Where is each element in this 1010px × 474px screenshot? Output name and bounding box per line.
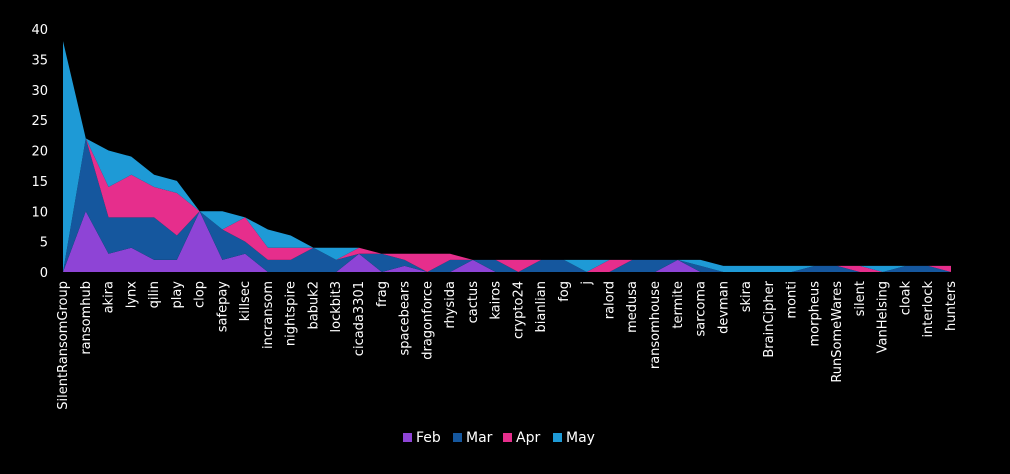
legend-swatch bbox=[553, 433, 562, 442]
x-tick-label: hunters bbox=[944, 281, 959, 331]
y-tick-label: 15 bbox=[31, 175, 48, 190]
x-tick-label: incransom bbox=[261, 281, 276, 349]
area-series-feb bbox=[63, 211, 951, 272]
legend-swatch bbox=[503, 433, 512, 442]
x-tick-label: ralord bbox=[602, 281, 617, 319]
x-tick-label: cactus bbox=[466, 281, 481, 324]
x-tick-label: ransomhub bbox=[79, 281, 94, 355]
y-tick-label: 35 bbox=[31, 53, 48, 68]
x-tick-label: qilin bbox=[147, 281, 162, 308]
x-tick-label: rhysida bbox=[443, 281, 458, 329]
x-tick-label: frag bbox=[375, 281, 390, 307]
legend-item-mar: Mar bbox=[453, 430, 493, 446]
x-tick-label: VanHelsing bbox=[876, 281, 891, 353]
legend-item-apr: Apr bbox=[503, 430, 540, 446]
x-tick-label: devman bbox=[716, 281, 731, 334]
y-axis: 0 5 10 15 20 25 30 35 40 bbox=[31, 23, 48, 281]
x-tick-label: bianlian bbox=[534, 281, 549, 333]
x-tick-label: dragonforce bbox=[420, 281, 435, 360]
x-tick-label: nightspire bbox=[284, 281, 299, 346]
x-tick-label: medusa bbox=[625, 281, 640, 333]
x-tick-label: ransomhouse bbox=[648, 281, 663, 369]
x-axis: SilentRansomGroup ransomhub akira lynx qilin… bbox=[56, 280, 959, 409]
x-tick-label: play bbox=[170, 281, 185, 309]
x-tick-label: BrainCipher bbox=[762, 280, 777, 357]
y-tick-label: 5 bbox=[40, 236, 48, 251]
x-tick-label: sarcoma bbox=[694, 281, 709, 337]
x-tick-label: fog bbox=[557, 281, 572, 302]
x-tick-label: monti bbox=[785, 281, 800, 319]
legend-item-may: May bbox=[553, 430, 595, 446]
legend-label: Apr bbox=[516, 430, 540, 446]
x-tick-label: j bbox=[580, 281, 595, 286]
y-tick-label: 0 bbox=[40, 266, 48, 281]
legend-swatch bbox=[403, 433, 412, 442]
x-tick-label: lockbit3 bbox=[329, 281, 344, 332]
legend-label: Mar bbox=[466, 430, 493, 446]
x-tick-label: silent bbox=[853, 281, 868, 316]
x-tick-label: interlock bbox=[921, 281, 936, 338]
x-tick-label: termite bbox=[671, 281, 686, 329]
y-tick-label: 25 bbox=[31, 114, 48, 129]
legend-item-feb: Feb bbox=[403, 430, 441, 446]
x-tick-label: cicada3301 bbox=[352, 281, 367, 356]
x-tick-label: RunSomeWares bbox=[830, 281, 845, 383]
x-tick-label: safepay bbox=[215, 281, 230, 333]
y-tick-label: 40 bbox=[31, 23, 48, 38]
x-tick-label: clop bbox=[193, 281, 208, 308]
legend-label: May bbox=[566, 430, 595, 446]
x-tick-label: spacebears bbox=[398, 281, 413, 356]
y-tick-label: 10 bbox=[31, 205, 48, 220]
x-tick-label: SilentRansomGroup bbox=[56, 281, 71, 410]
x-tick-label: skira bbox=[739, 281, 754, 312]
x-tick-label: cloak bbox=[898, 281, 913, 316]
y-tick-label: 20 bbox=[31, 145, 48, 160]
x-tick-label: morpheus bbox=[807, 281, 822, 347]
x-tick-label: killsec bbox=[238, 281, 253, 321]
x-tick-label: crypto24 bbox=[511, 281, 526, 339]
x-tick-label: babuk2 bbox=[306, 281, 321, 330]
legend-swatch bbox=[453, 433, 462, 442]
area-layer bbox=[63, 41, 951, 273]
y-tick-label: 30 bbox=[31, 84, 48, 99]
x-tick-label: kairos bbox=[489, 281, 504, 320]
legend: Feb Mar Apr May bbox=[403, 430, 595, 446]
legend-label: Feb bbox=[416, 430, 441, 446]
x-tick-label: lynx bbox=[124, 281, 139, 309]
x-tick-label: akira bbox=[102, 281, 117, 313]
